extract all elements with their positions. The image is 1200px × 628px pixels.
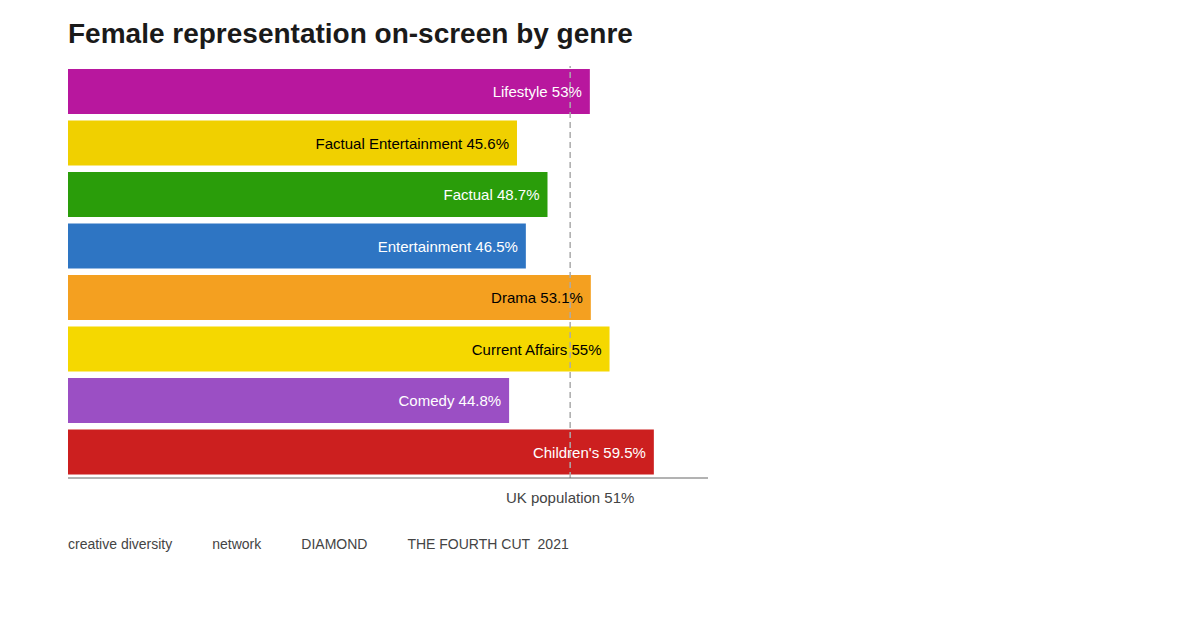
html-text:DIAMOND: DIAMOND [301, 536, 368, 552]
svg-text:Factual 48.7%: Factual 48.7% [444, 186, 540, 203]
svg-text:Lifestyle 53%: Lifestyle 53% [493, 83, 582, 100]
svg-text:UK population 51%: UK population 51% [506, 489, 634, 506]
svg-text:Current Affairs 55%: Current Affairs 55% [472, 341, 602, 358]
html-text:THE FOURTH CUT 2021: THE FOURTH CUT 2021 [407, 536, 569, 552]
html-text:Female representation on-scree: Female representation on-screen by genre [68, 18, 633, 49]
html-text:network: network [212, 536, 262, 552]
svg-text:Comedy 44.8%: Comedy 44.8% [399, 392, 502, 409]
html-text:creative diversity: creative diversity [68, 536, 173, 552]
svg-text:Drama 53.1%: Drama 53.1% [491, 289, 583, 306]
svg-text:Entertainment 46.5%: Entertainment 46.5% [378, 238, 518, 255]
svg-text:Factual Entertainment 45.6%: Factual Entertainment 45.6% [316, 135, 509, 152]
svg-text:Children's 59.5%: Children's 59.5% [533, 444, 646, 461]
